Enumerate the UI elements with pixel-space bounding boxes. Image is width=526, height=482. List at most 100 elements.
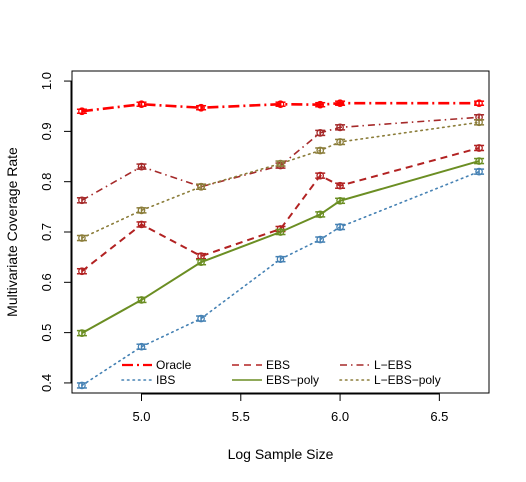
error-bar <box>474 119 485 126</box>
data-point <box>78 381 86 390</box>
error-bar <box>196 258 207 266</box>
data-point <box>336 223 344 231</box>
legend-label: EBS <box>266 358 290 372</box>
data-point <box>78 267 86 276</box>
data-point <box>336 181 344 190</box>
series-line <box>81 160 480 335</box>
data-point <box>316 129 325 137</box>
series-oracle <box>76 99 485 116</box>
error-bar <box>315 147 326 154</box>
error-bar <box>196 315 207 322</box>
error-bar <box>76 108 87 115</box>
data-point <box>197 258 205 267</box>
error-bar <box>76 197 87 204</box>
data-point <box>78 196 86 205</box>
y-tick-label: 0.9 <box>39 122 54 140</box>
data-point <box>137 206 146 215</box>
data-point <box>78 329 86 337</box>
legend-item-ibs: IBS <box>121 373 175 387</box>
series-l-ebs <box>76 113 485 205</box>
data-point <box>137 100 146 109</box>
data-point <box>316 146 325 155</box>
y-axis: 0.4 0.5 0.6 0.7 0.8 0.9 1.0 <box>39 72 72 392</box>
error-bar <box>474 144 485 152</box>
data-point <box>475 99 483 108</box>
error-bar <box>275 255 286 263</box>
data-point <box>137 296 146 304</box>
data-point <box>276 159 285 168</box>
series-line <box>81 170 480 387</box>
legend-label: EBS−poly <box>266 373 319 387</box>
error-bar <box>76 234 87 242</box>
error-bar <box>275 160 286 167</box>
error-bar <box>315 129 326 137</box>
legend-item-ebs-poly: EBS−poly <box>232 373 319 387</box>
legend-item-ebs: EBS <box>232 358 290 372</box>
x-axis: 5.0 5.5 6.0 6.5 <box>132 393 448 424</box>
data-point <box>316 100 325 109</box>
data-point <box>78 234 86 242</box>
legend-item-oracle: Oracle <box>122 358 192 372</box>
data-point <box>276 228 285 236</box>
data-point <box>316 235 325 244</box>
series-layer <box>76 99 485 390</box>
error-bar <box>275 228 286 236</box>
error-bar <box>76 267 87 275</box>
data-point <box>336 123 344 132</box>
data-point <box>197 314 205 323</box>
data-point <box>137 220 146 229</box>
data-point <box>197 103 205 112</box>
legend-label: Oracle <box>156 358 192 372</box>
data-point <box>137 342 146 351</box>
legend-item-l-ebs: L−EBS <box>340 358 412 372</box>
error-bar <box>275 101 286 107</box>
data-point <box>137 162 146 171</box>
x-tick-label: 6.5 <box>430 409 448 424</box>
data-point <box>316 210 325 219</box>
y-tick-label: 0.8 <box>39 173 54 191</box>
y-tick-label: 0.6 <box>39 273 54 291</box>
error-bar <box>335 100 346 106</box>
y-axis-label: Multivariate Coverage Rate <box>4 147 20 317</box>
data-point <box>78 107 86 116</box>
y-tick-label: 0.4 <box>39 374 54 392</box>
error-bar <box>136 296 147 304</box>
data-point <box>276 100 285 109</box>
error-bar <box>335 138 346 146</box>
y-tick-label: 0.7 <box>39 223 54 241</box>
data-point <box>336 99 344 108</box>
legend-label: IBS <box>156 373 175 387</box>
error-bar <box>136 343 147 350</box>
data-point <box>316 171 325 180</box>
x-tick-label: 5.5 <box>232 409 250 424</box>
error-bar <box>196 183 207 190</box>
series-ebs-poly <box>76 157 485 337</box>
error-bar <box>474 100 485 106</box>
error-bar <box>335 182 346 189</box>
error-bar <box>136 163 147 170</box>
data-point <box>197 182 205 191</box>
data-point <box>475 167 483 176</box>
series-line <box>81 116 480 201</box>
error-bar <box>335 223 346 231</box>
y-tick-label: 0.5 <box>39 324 54 342</box>
series-ibs <box>76 167 485 390</box>
error-bar <box>315 101 326 108</box>
legend-label: L−EBS <box>374 358 412 372</box>
error-bar <box>136 101 147 107</box>
data-point <box>336 138 344 146</box>
error-bar <box>196 104 207 111</box>
x-tick-label: 5.0 <box>132 409 150 424</box>
data-point <box>276 255 285 264</box>
error-bar <box>76 382 87 389</box>
data-point <box>475 144 483 152</box>
error-bar <box>136 207 147 214</box>
series-l-ebs-poly <box>76 118 485 242</box>
data-point <box>475 118 483 127</box>
data-point <box>475 157 483 165</box>
error-bar <box>315 172 326 179</box>
error-bar <box>315 236 326 243</box>
error-bar <box>335 197 346 205</box>
error-bar <box>474 157 485 165</box>
